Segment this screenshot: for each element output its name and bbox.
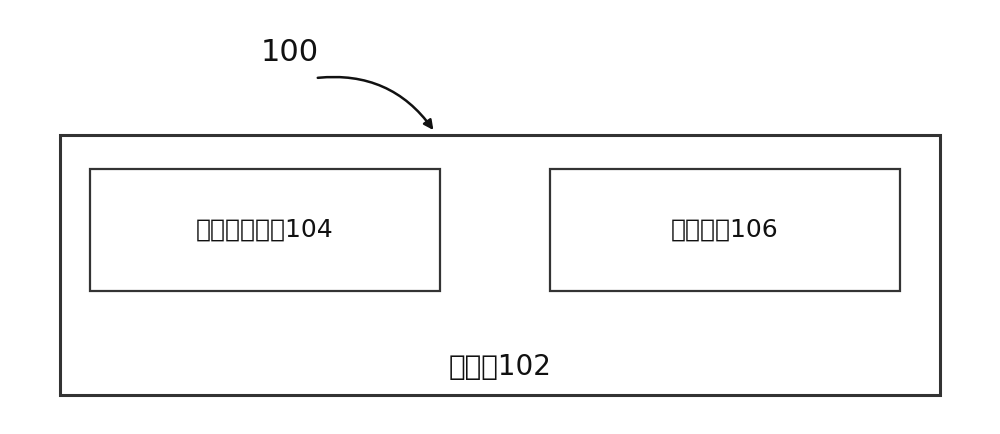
Text: 电路板102: 电路板102	[449, 353, 551, 381]
Text: 逆变电路106: 逆变电路106	[671, 218, 779, 242]
Bar	[550, 169, 900, 291]
Text: 100: 100	[261, 38, 319, 66]
Bar	[60, 135, 940, 395]
Bar	[90, 169, 440, 291]
FancyArrowPatch shape	[318, 77, 432, 128]
Text: 功率校正电路104: 功率校正电路104	[196, 218, 334, 242]
